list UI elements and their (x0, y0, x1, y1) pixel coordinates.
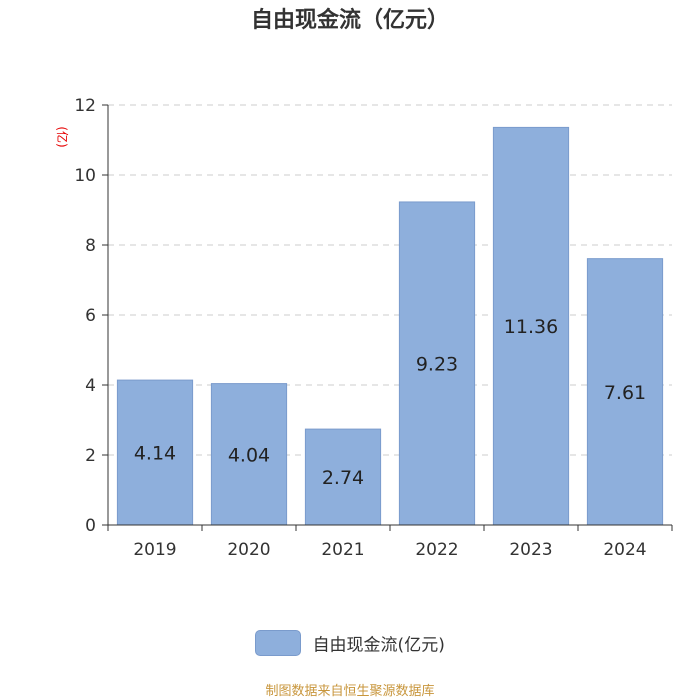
bar-2023 (492, 126, 570, 526)
data-label-2024: 7.61 (604, 382, 646, 404)
data-label-2023: 11.36 (504, 316, 558, 338)
y-tick-label: 12 (74, 96, 96, 116)
bar-2024 (586, 258, 664, 526)
bar-2019 (116, 379, 194, 526)
bar-2022 (398, 201, 476, 526)
data-label-2020: 4.04 (228, 444, 270, 466)
data-label-2022: 9.23 (416, 353, 458, 375)
labels: 0 2 4 6 8 10 12 4.14 4.04 2.74 9.23 11.36 7.61 2019 20… (55, 96, 647, 560)
x-tick-label-2022: 2022 (415, 540, 458, 560)
x-tick-label-2021: 2021 (321, 540, 364, 560)
y-tick-label: 0 (85, 516, 96, 536)
data-label-2021: 2.74 (322, 467, 364, 489)
grid-lines (108, 104, 672, 456)
x-tick-label-2024: 2024 (603, 540, 646, 560)
x-tick-label-2019: 2019 (133, 540, 176, 560)
x-tick-label-2023: 2023 (509, 540, 552, 560)
bars (116, 126, 664, 526)
source-footer: 制图数据来自恒生聚源数据库 (265, 684, 435, 699)
y-tick-label: 2 (85, 446, 96, 466)
legend-label: 自由现金流(亿元) (312, 635, 445, 656)
axes (102, 104, 673, 531)
chart-title: 自由现金流（亿元） (250, 8, 449, 33)
y-tick-label: 4 (85, 376, 96, 396)
y-tick-label: 8 (85, 236, 96, 256)
x-tick-label-2020: 2020 (227, 540, 270, 560)
y-axis-label: (亿) (55, 126, 70, 147)
data-label-2019: 4.14 (134, 443, 176, 465)
legend-swatch (255, 630, 302, 656)
bar-2021 (304, 428, 382, 526)
y-tick-label: 10 (74, 166, 96, 186)
y-tick-label: 6 (85, 306, 96, 326)
legend[interactable]: 自由现金流(亿元) (0, 630, 700, 656)
